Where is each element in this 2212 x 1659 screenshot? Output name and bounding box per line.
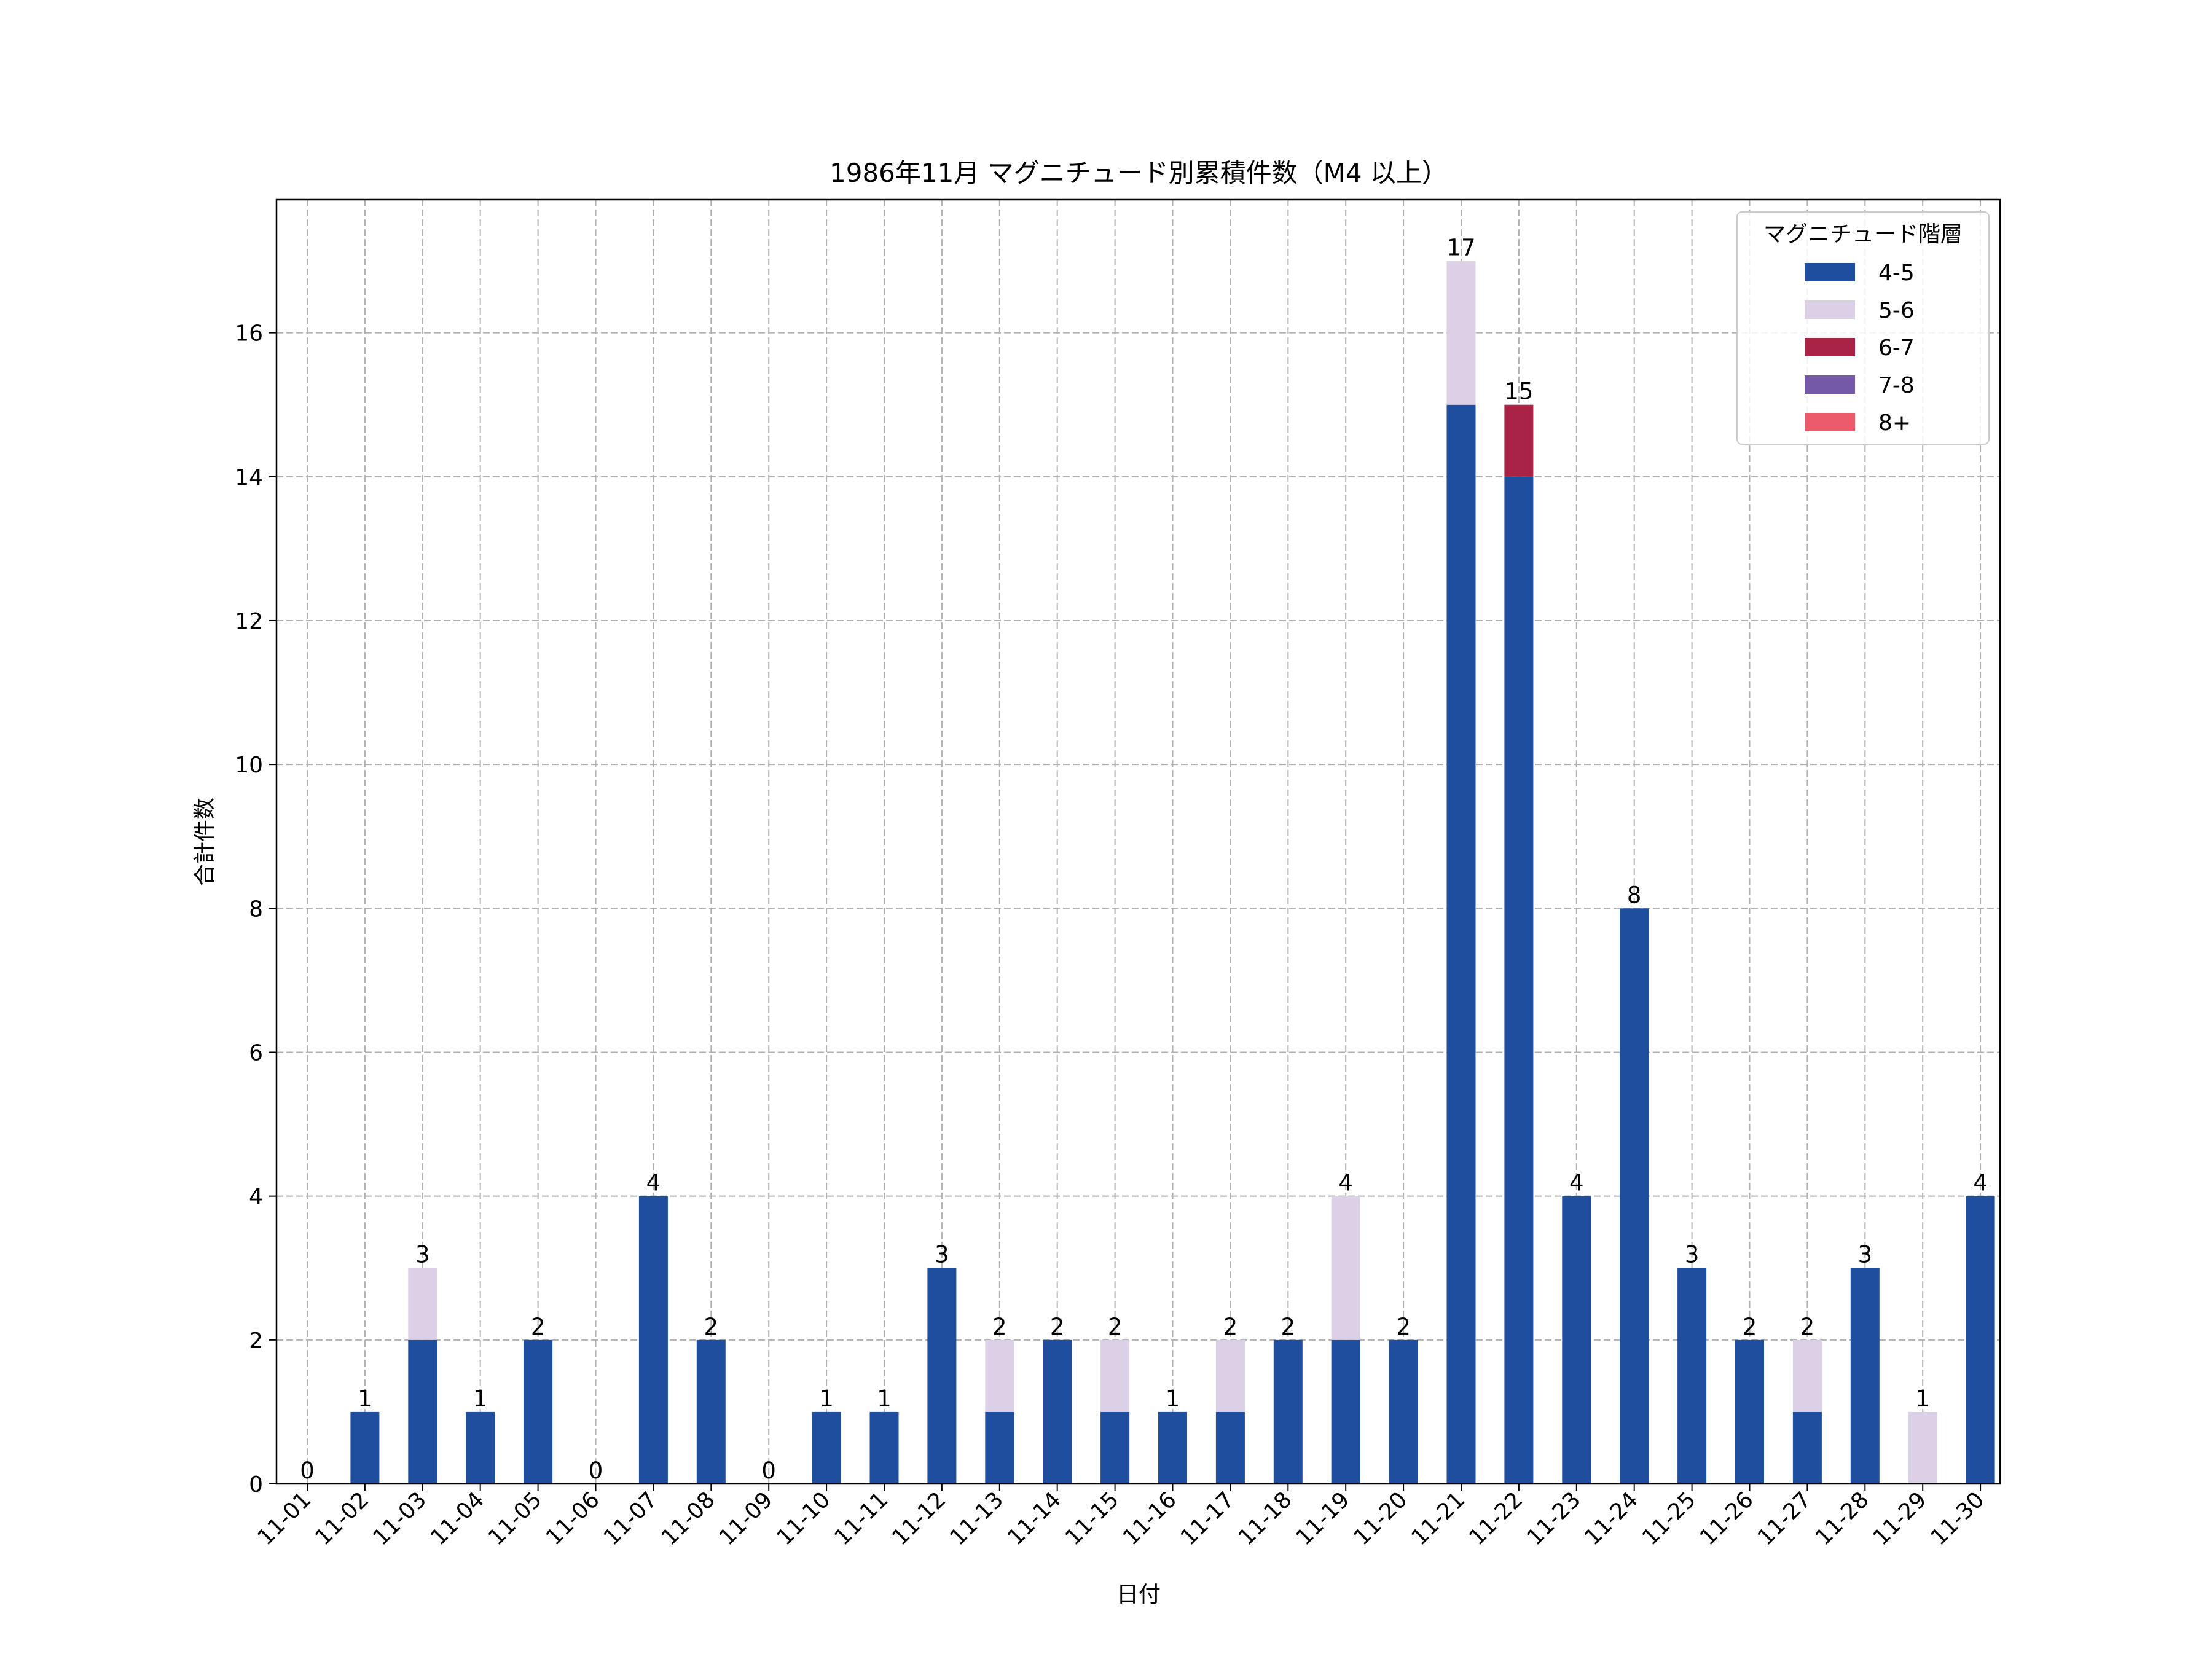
data-label: 3 — [1685, 1242, 1700, 1268]
bar-segment-4-5 — [1215, 1411, 1245, 1484]
legend: マグニチュード階層 4-5 5-6 6-7 7-8 8+ — [1736, 211, 1990, 445]
legend-swatch — [1805, 413, 1855, 431]
data-label: 0 — [300, 1457, 315, 1484]
data-label: 3 — [935, 1242, 949, 1268]
bar-segment-6-7 — [1504, 404, 1534, 477]
bar-segment-4-5 — [1331, 1339, 1360, 1484]
bar-segment-4-5 — [869, 1411, 899, 1484]
data-label: 3 — [415, 1242, 430, 1268]
data-label: 1 — [877, 1386, 892, 1412]
x-axis-label: 日付 — [1116, 1582, 1161, 1607]
plot-frame — [275, 198, 2001, 1485]
data-label: 2 — [1223, 1314, 1238, 1340]
y-tick-label: 16 — [235, 321, 263, 347]
bar-segment-4-5 — [927, 1268, 957, 1484]
bar-segment-5-6 — [1331, 1196, 1360, 1340]
bar-segment-5-6 — [408, 1268, 437, 1340]
legend-label: 8+ — [1878, 410, 1911, 436]
bar-segment-4-5 — [1792, 1411, 1822, 1484]
bar-segment-4-5 — [1504, 476, 1534, 1484]
bar-segment-4-5 — [1446, 404, 1476, 1484]
data-label: 2 — [992, 1314, 1007, 1340]
data-label: 2 — [1281, 1314, 1296, 1340]
bar-segment-4-5 — [1966, 1196, 1995, 1484]
data-label: 2 — [704, 1314, 719, 1340]
data-label: 1 — [1166, 1386, 1180, 1412]
data-label: 4 — [1338, 1170, 1353, 1196]
legend-swatch — [1805, 338, 1855, 356]
y-tick-label: 4 — [249, 1185, 263, 1210]
data-label: 0 — [589, 1457, 603, 1484]
legend-label: 7-8 — [1878, 373, 1915, 398]
legend-title: マグニチュード階層 — [1763, 222, 1963, 247]
bars-layer — [350, 261, 1995, 1484]
bar-segment-4-5 — [1850, 1268, 1880, 1484]
data-label: 2 — [531, 1314, 546, 1340]
data-label: 2 — [1108, 1314, 1123, 1340]
legend-label: 5-6 — [1878, 298, 1915, 323]
y-tick-label: 0 — [249, 1472, 263, 1497]
bar-segment-4-5 — [408, 1339, 437, 1484]
y-tick-label: 6 — [249, 1040, 263, 1065]
data-label: 15 — [1504, 378, 1533, 405]
bar-segment-4-5 — [812, 1411, 841, 1484]
data-label: 1 — [819, 1386, 834, 1412]
bar-segment-5-6 — [985, 1339, 1014, 1412]
bar-segment-4-5 — [696, 1339, 726, 1484]
bar-segment-4-5 — [1677, 1268, 1707, 1484]
legend-swatch — [1805, 375, 1855, 394]
bar-segment-4-5 — [1100, 1411, 1130, 1484]
data-label: 1 — [473, 1386, 488, 1412]
y-tick-label: 14 — [235, 465, 263, 490]
legend-items: 4-5 5-6 6-7 7-8 8+ — [1805, 261, 1915, 436]
y-tick-label: 10 — [235, 753, 263, 778]
data-label: 2 — [1743, 1314, 1757, 1340]
bar-segment-4-5 — [1273, 1339, 1303, 1484]
data-labels-layer: 0 1 3 1 2 0 4 2 0 1 1 3 2 2 2 1 2 2 4 2 17 15 4 8 3 2 2 3 1 4 — [300, 235, 1988, 1484]
data-label: 4 — [1569, 1170, 1584, 1196]
bar-segment-5-6 — [1792, 1339, 1822, 1412]
bar-segment-5-6 — [1215, 1339, 1245, 1412]
bar-segment-4-5 — [985, 1411, 1014, 1484]
bar-segment-4-5 — [524, 1339, 553, 1484]
bar-segment-4-5 — [1158, 1411, 1187, 1484]
data-label: 17 — [1446, 235, 1475, 261]
bar-segment-5-6 — [1908, 1411, 1937, 1484]
bar-segment-5-6 — [1446, 261, 1476, 405]
bar-segment-4-5 — [1389, 1339, 1418, 1484]
data-label: 0 — [761, 1457, 776, 1484]
y-axis-label: 合計件数 — [192, 798, 218, 886]
legend-swatch — [1805, 263, 1855, 281]
bar-segment-4-5 — [638, 1196, 668, 1484]
bar-segment-4-5 — [1562, 1196, 1591, 1484]
legend-label: 6-7 — [1878, 335, 1915, 361]
legend-frame — [1736, 211, 1990, 445]
data-label: 2 — [1050, 1314, 1065, 1340]
bar-segment-5-6 — [1100, 1339, 1130, 1412]
bar-segment-4-5 — [1043, 1339, 1072, 1484]
data-label: 2 — [1800, 1314, 1815, 1340]
data-label: 3 — [1858, 1242, 1873, 1268]
y-tick-label: 2 — [249, 1328, 263, 1354]
bar-segment-4-5 — [1620, 908, 1649, 1484]
bar-segment-4-5 — [466, 1411, 495, 1484]
legend-swatch — [1805, 300, 1855, 319]
data-label: 2 — [1396, 1314, 1411, 1340]
chart-title: 1986年11月 マグニチュード別累積件数（M4 以上） — [830, 158, 1448, 188]
legend-label: 4-5 — [1878, 261, 1915, 286]
data-label: 4 — [1973, 1170, 1988, 1196]
y-tick-label: 12 — [235, 609, 263, 634]
data-label: 1 — [1915, 1386, 1930, 1412]
data-label: 1 — [358, 1386, 372, 1412]
bar-segment-4-5 — [350, 1411, 380, 1484]
data-label: 4 — [646, 1170, 661, 1196]
data-label: 8 — [1627, 882, 1642, 908]
y-tick-label: 8 — [249, 896, 263, 922]
bar-segment-4-5 — [1735, 1339, 1764, 1484]
